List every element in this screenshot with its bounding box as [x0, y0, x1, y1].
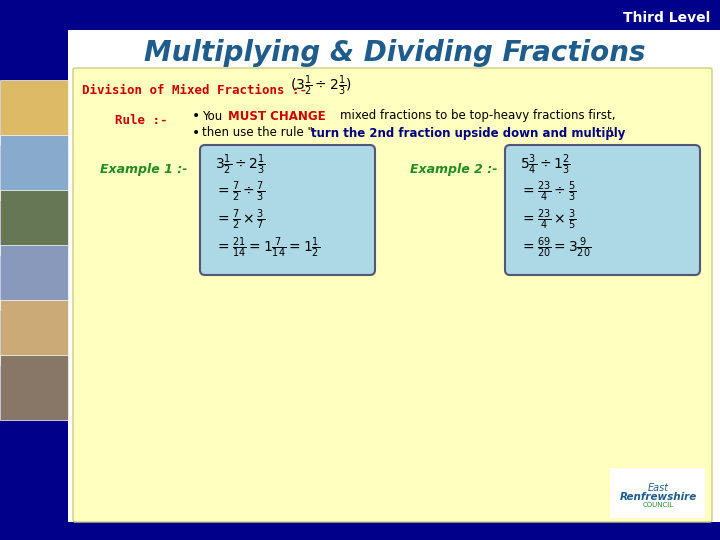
Text: Third Level: Third Level	[623, 11, 710, 25]
Text: $= \frac{23}{4} \times \frac{3}{5}$: $= \frac{23}{4} \times \frac{3}{5}$	[520, 208, 576, 232]
Text: Division of Mixed Fractions :-: Division of Mixed Fractions :-	[82, 84, 307, 97]
FancyBboxPatch shape	[73, 68, 712, 522]
Text: You: You	[202, 110, 226, 123]
Text: Renfrewshire: Renfrewshire	[619, 492, 697, 502]
Bar	[0, 0, 720, 30]
Text: Example 2 :-: Example 2 :-	[410, 164, 498, 177]
Text: $= \frac{21}{14} = 1\frac{7}{14} = 1\frac{1}{2}$: $= \frac{21}{14} = 1\frac{7}{14} = 1\fra…	[215, 236, 320, 260]
Bar	[0, 522, 720, 540]
Text: $= \frac{23}{4} \div \frac{5}{3}$: $= \frac{23}{4} \div \frac{5}{3}$	[520, 180, 576, 204]
Text: ".: ".	[607, 126, 616, 139]
Bar	[0, 135, 68, 200]
Bar	[0, 245, 68, 310]
Text: $= \frac{7}{2} \div \frac{7}{3}$: $= \frac{7}{2} \div \frac{7}{3}$	[215, 180, 265, 204]
Text: mixed fractions to be top-heavy fractions first,: mixed fractions to be top-heavy fraction…	[340, 110, 616, 123]
Bar	[0, 80, 68, 145]
Text: $= \frac{69}{20} = 3\frac{9}{20}$: $= \frac{69}{20} = 3\frac{9}{20}$	[520, 236, 591, 260]
FancyBboxPatch shape	[200, 145, 375, 275]
Text: $3\frac{1}{2} \div 2\frac{1}{3}$: $3\frac{1}{2} \div 2\frac{1}{3}$	[215, 153, 266, 177]
Text: Rule :-: Rule :-	[115, 113, 168, 126]
Text: Multiplying & Dividing Fractions: Multiplying & Dividing Fractions	[144, 39, 646, 67]
Text: $= \frac{7}{2} \times \frac{3}{7}$: $= \frac{7}{2} \times \frac{3}{7}$	[215, 208, 265, 232]
Text: COUNCIL: COUNCIL	[642, 502, 674, 508]
Text: •: •	[192, 109, 200, 123]
Bar	[610, 468, 705, 518]
Bar	[0, 0, 68, 540]
Text: $(3\frac{1}{2} \div 2\frac{1}{3})$: $(3\frac{1}{2} \div 2\frac{1}{3})$	[290, 74, 352, 98]
Text: turn the 2nd fraction upside down and multiply: turn the 2nd fraction upside down and mu…	[311, 126, 626, 139]
Bar	[0, 355, 68, 420]
Text: East: East	[647, 483, 669, 493]
Bar	[0, 190, 68, 255]
Text: MUST CHANGE: MUST CHANGE	[228, 110, 325, 123]
Text: •: •	[192, 126, 200, 140]
Text: Example 1 :-: Example 1 :-	[100, 164, 187, 177]
Text: then use the rule ": then use the rule "	[202, 126, 313, 139]
Text: $5\frac{3}{4} \div 1\frac{2}{3}$: $5\frac{3}{4} \div 1\frac{2}{3}$	[520, 153, 571, 177]
Bar	[0, 300, 68, 365]
FancyBboxPatch shape	[505, 145, 700, 275]
